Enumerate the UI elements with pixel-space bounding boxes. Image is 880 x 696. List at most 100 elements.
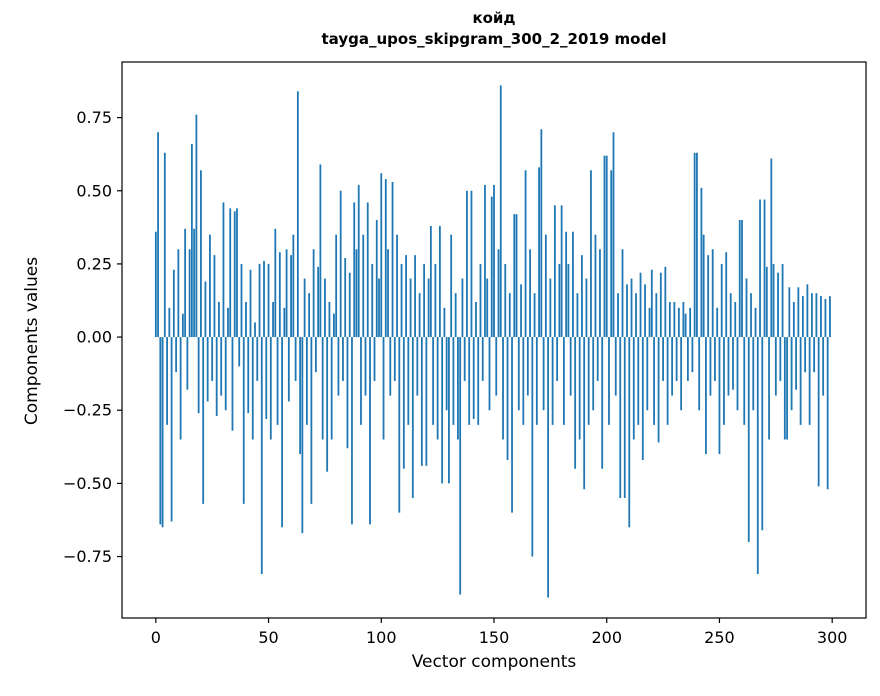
bar: [344, 258, 347, 338]
bar: [718, 337, 721, 455]
bar: [477, 337, 480, 425]
y-tick-label: 0.25: [76, 254, 112, 273]
bar: [696, 152, 698, 338]
bar: [612, 132, 615, 338]
bar: [429, 225, 432, 338]
bar: [520, 284, 522, 338]
bar: [402, 337, 405, 469]
bar: [754, 307, 757, 338]
bar: [206, 337, 209, 402]
x-tick-label: 250: [704, 628, 735, 647]
bar: [630, 278, 633, 338]
bar: [326, 337, 329, 472]
bar: [542, 337, 545, 411]
bar: [373, 337, 376, 381]
bar: [292, 234, 295, 338]
bar: [810, 293, 813, 338]
bar: [792, 301, 795, 338]
bar: [418, 293, 421, 338]
bar: [375, 220, 378, 338]
bar: [335, 234, 338, 338]
bar: [677, 307, 680, 338]
bar: [765, 266, 768, 338]
bar: [644, 284, 646, 338]
bar: [603, 155, 606, 338]
bar: [179, 337, 182, 440]
y-tick-label: −0.75: [63, 547, 112, 566]
bar: [438, 225, 441, 338]
bar: [294, 337, 297, 381]
y-tick-label: 0.00: [76, 328, 112, 347]
bar: [398, 337, 401, 513]
bar: [786, 337, 788, 440]
bar: [774, 337, 777, 396]
bar: [339, 190, 342, 338]
bar: [826, 337, 829, 490]
bar: [452, 337, 455, 425]
bar: [197, 337, 200, 414]
bar: [544, 234, 547, 338]
bar: [305, 337, 308, 425]
bar: [617, 293, 619, 338]
bar: [195, 114, 198, 338]
bar: [540, 129, 543, 338]
bar: [806, 284, 809, 338]
bar: [475, 301, 477, 338]
bar: [529, 249, 531, 338]
bar: [200, 170, 202, 338]
bar: [768, 337, 770, 440]
bar: [405, 255, 407, 338]
bar: [303, 278, 306, 338]
bar: [723, 337, 725, 425]
bar: [337, 337, 340, 396]
bar: [163, 152, 166, 338]
bar: [635, 293, 637, 338]
bar: [423, 263, 426, 338]
bar: [822, 337, 825, 396]
bar: [360, 337, 362, 425]
bar: [427, 278, 430, 338]
bar: [779, 337, 782, 381]
bar: [750, 293, 752, 338]
bar: [592, 337, 595, 411]
bar: [804, 337, 807, 373]
bar: [752, 337, 755, 411]
bar: [743, 337, 746, 425]
bar: [799, 337, 802, 425]
bar: [524, 170, 527, 338]
bar: [432, 337, 435, 425]
bar: [245, 301, 247, 338]
bar: [610, 170, 613, 338]
bar: [251, 337, 254, 440]
bar: [662, 337, 664, 381]
x-tick-label: 300: [817, 628, 848, 647]
bar: [362, 234, 365, 338]
bar: [211, 337, 214, 381]
bar: [414, 255, 416, 338]
bar: [515, 214, 518, 338]
bar: [161, 337, 164, 528]
bar: [448, 337, 450, 484]
bar: [693, 152, 696, 338]
bar: [770, 158, 773, 338]
bar: [637, 337, 640, 425]
chart-title: койд: [472, 9, 516, 27]
bar: [567, 263, 570, 338]
bar: [484, 184, 486, 338]
bar: [569, 337, 572, 396]
bar: [596, 337, 599, 381]
bar: [691, 337, 694, 373]
bar: [714, 337, 716, 381]
bar: [700, 187, 703, 338]
bar: [299, 337, 302, 455]
bar: [249, 269, 252, 338]
bar: [583, 337, 586, 490]
bar: [632, 337, 635, 440]
bar: [202, 337, 205, 504]
bar: [389, 337, 392, 396]
bar: [813, 337, 816, 373]
bar: [562, 337, 565, 425]
bar: [790, 337, 793, 411]
bar: [526, 337, 529, 396]
bar: [254, 322, 256, 338]
